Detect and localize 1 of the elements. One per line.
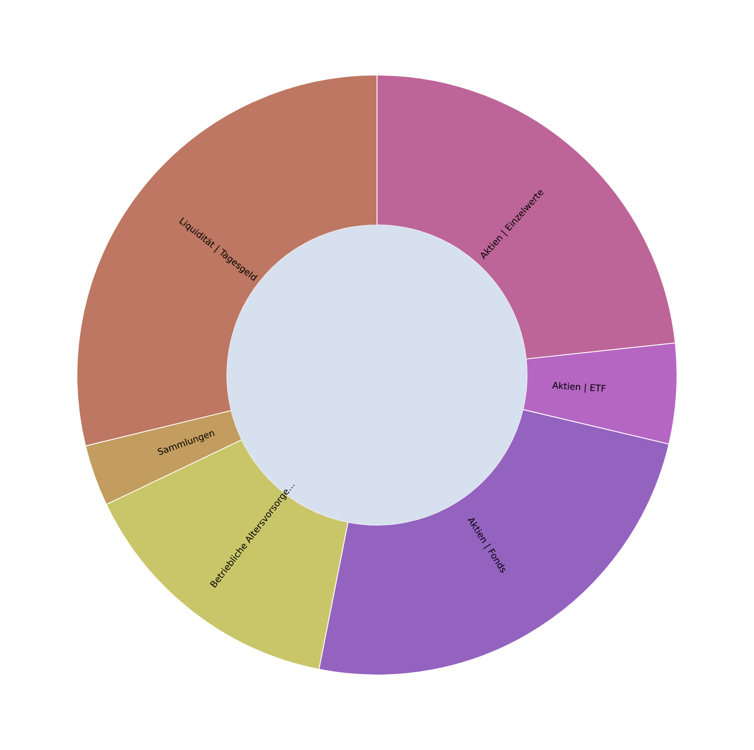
slice-label: Aktien | ETF: [552, 382, 606, 394]
